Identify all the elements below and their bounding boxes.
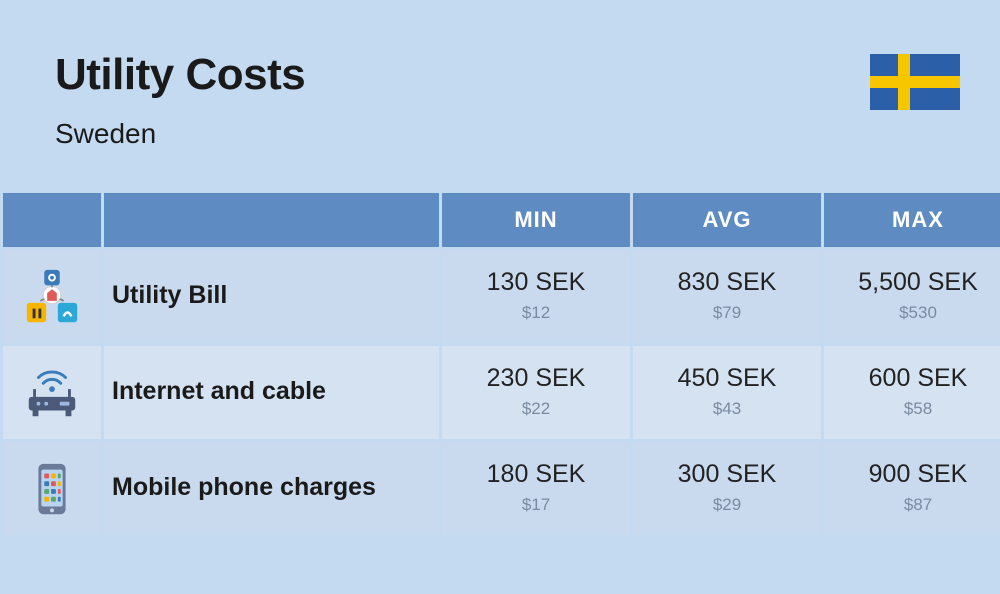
icon-cell — [3, 346, 101, 439]
value-primary: 300 SEK — [633, 460, 821, 489]
cell-max: 600 SEK $58 — [824, 346, 1000, 439]
value-secondary: $79 — [633, 303, 821, 323]
row-label: Internet and cable — [104, 346, 439, 439]
cell-max: 5,500 SEK $530 — [824, 250, 1000, 343]
sweden-flag-icon — [870, 54, 960, 110]
phone-icon — [3, 454, 101, 524]
table-row: Mobile phone charges 180 SEK $17 300 SEK… — [3, 442, 1000, 535]
header-blank-label — [104, 193, 439, 247]
value-primary: 600 SEK — [824, 364, 1000, 393]
value-secondary: $58 — [824, 399, 1000, 419]
cell-avg: 830 SEK $79 — [633, 250, 821, 343]
icon-cell — [3, 442, 101, 535]
page-title: Utility Costs — [55, 50, 305, 100]
cell-min: 130 SEK $12 — [442, 250, 630, 343]
col-max: MAX — [824, 193, 1000, 247]
value-primary: 900 SEK — [824, 460, 1000, 489]
costs-table: MIN AVG MAX — [0, 190, 1000, 538]
cell-avg: 300 SEK $29 — [633, 442, 821, 535]
value-primary: 830 SEK — [633, 268, 821, 297]
page-subtitle: Sweden — [55, 118, 305, 150]
router-icon — [3, 358, 101, 428]
value-secondary: $530 — [824, 303, 1000, 323]
header-blank-icon — [3, 193, 101, 247]
row-label: Mobile phone charges — [104, 442, 439, 535]
value-primary: 450 SEK — [633, 364, 821, 393]
col-min: MIN — [442, 193, 630, 247]
col-avg: AVG — [633, 193, 821, 247]
header: Utility Costs Sweden — [0, 0, 1000, 190]
row-label: Utility Bill — [104, 250, 439, 343]
title-block: Utility Costs Sweden — [55, 50, 305, 150]
cell-avg: 450 SEK $43 — [633, 346, 821, 439]
value-secondary: $12 — [442, 303, 630, 323]
value-secondary: $43 — [633, 399, 821, 419]
value-secondary: $87 — [824, 495, 1000, 515]
value-primary: 5,500 SEK — [824, 268, 1000, 297]
value-primary: 180 SEK — [442, 460, 630, 489]
value-primary: 230 SEK — [442, 364, 630, 393]
cell-min: 230 SEK $22 — [442, 346, 630, 439]
value-secondary: $22 — [442, 399, 630, 419]
value-secondary: $29 — [633, 495, 821, 515]
value-primary: 130 SEK — [442, 268, 630, 297]
table-header-row: MIN AVG MAX — [3, 193, 1000, 247]
value-secondary: $17 — [442, 495, 630, 515]
cell-min: 180 SEK $17 — [442, 442, 630, 535]
table-row: Utility Bill 130 SEK $12 830 SEK $79 5,5… — [3, 250, 1000, 343]
icon-cell — [3, 250, 101, 343]
cell-max: 900 SEK $87 — [824, 442, 1000, 535]
table-row: Internet and cable 230 SEK $22 450 SEK $… — [3, 346, 1000, 439]
utility-icon — [3, 262, 101, 332]
